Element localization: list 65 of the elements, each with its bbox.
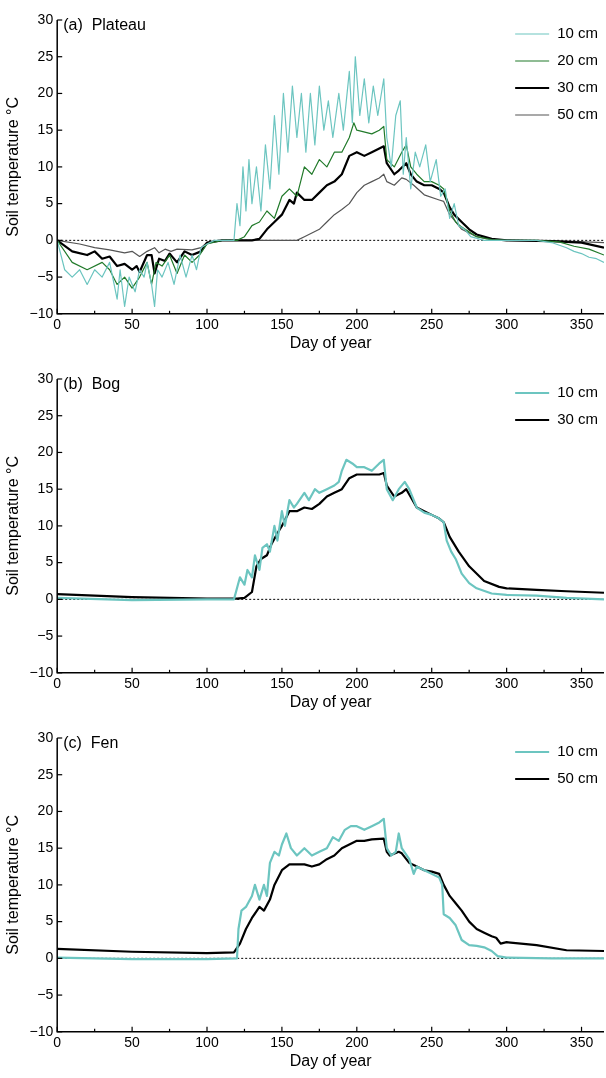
x-tick-label: 350 xyxy=(569,315,594,332)
x-tick-label: 250 xyxy=(420,315,444,332)
y-tick-label: 15 xyxy=(37,839,54,856)
y-tick-label: 30 xyxy=(37,728,54,745)
legend-label: 50 cm xyxy=(557,105,599,123)
x-tick-label: 150 xyxy=(270,1033,294,1050)
legend-label: 30 cm xyxy=(557,410,599,428)
chart-title: (a) Plateau xyxy=(63,16,146,34)
y-tick-label: 20 xyxy=(37,802,54,819)
y-tick-label: 5 xyxy=(45,194,54,211)
legend-label: 20 cm xyxy=(557,51,599,69)
y-tick-label: 10 xyxy=(37,875,54,892)
y-tick-label: 25 xyxy=(37,47,54,64)
y-tick-label: −10 xyxy=(29,1022,54,1039)
x-tick-label: 200 xyxy=(345,1033,369,1050)
x-tick-label: 300 xyxy=(494,674,519,691)
y-tick-label: −5 xyxy=(37,985,54,1002)
y-tick-label: 0 xyxy=(45,949,54,966)
legend-label: 10 cm xyxy=(557,383,599,401)
y-tick-label: −10 xyxy=(29,663,54,680)
x-axis-title: Day of year xyxy=(289,692,373,710)
x-tick-label: 200 xyxy=(345,315,369,332)
legend-label: 30 cm xyxy=(557,78,599,96)
x-tick-label: 100 xyxy=(195,674,219,691)
legend-label: 10 cm xyxy=(557,24,599,42)
y-tick-label: 10 xyxy=(37,516,54,533)
y-tick-label: 0 xyxy=(45,231,54,248)
x-tick-label: 350 xyxy=(569,674,594,691)
x-tick-label: 150 xyxy=(270,674,294,691)
y-tick-label: 25 xyxy=(37,406,54,423)
y-tick-label: 20 xyxy=(37,84,54,101)
x-tick-label: 300 xyxy=(494,1033,519,1050)
y-tick-label: 15 xyxy=(37,121,54,138)
y-tick-label: 5 xyxy=(45,553,54,570)
y-tick-label: 30 xyxy=(37,369,54,386)
x-tick-label: 50 xyxy=(124,1033,141,1050)
legend-label: 50 cm xyxy=(557,769,599,787)
x-tick-label: 50 xyxy=(124,315,141,332)
y-tick-label: 25 xyxy=(37,765,54,782)
x-tick-label: 250 xyxy=(420,1033,444,1050)
x-tick-label: 200 xyxy=(345,674,369,691)
chart-title: (c) Fen xyxy=(63,734,119,752)
y-tick-label: 15 xyxy=(37,480,54,497)
y-tick-label: −5 xyxy=(37,626,54,643)
chart-title: (b) Bog xyxy=(63,375,121,393)
y-tick-label: 5 xyxy=(45,912,54,929)
y-tick-label: −10 xyxy=(29,304,54,321)
y-axis-title: Soil temperature °C xyxy=(4,456,22,596)
legend-label: 10 cm xyxy=(557,742,599,760)
y-tick-label: 30 xyxy=(37,10,54,27)
y-tick-label: 20 xyxy=(37,443,54,460)
x-tick-label: 350 xyxy=(569,1033,594,1050)
x-tick-label: 300 xyxy=(494,315,519,332)
x-tick-label: 100 xyxy=(195,1033,219,1050)
y-axis-title: Soil temperature °C xyxy=(4,97,22,237)
x-tick-label: 100 xyxy=(195,315,219,332)
x-tick-label: 50 xyxy=(124,674,141,691)
y-axis-title: Soil temperature °C xyxy=(4,815,22,955)
x-axis-title: Day of year xyxy=(289,333,373,351)
x-tick-label: 150 xyxy=(270,315,294,332)
x-axis-title: Day of year xyxy=(289,1051,373,1069)
x-tick-label: 250 xyxy=(420,674,444,691)
y-tick-label: 10 xyxy=(37,157,54,174)
y-tick-label: −5 xyxy=(37,267,54,284)
y-tick-label: 0 xyxy=(45,590,54,607)
